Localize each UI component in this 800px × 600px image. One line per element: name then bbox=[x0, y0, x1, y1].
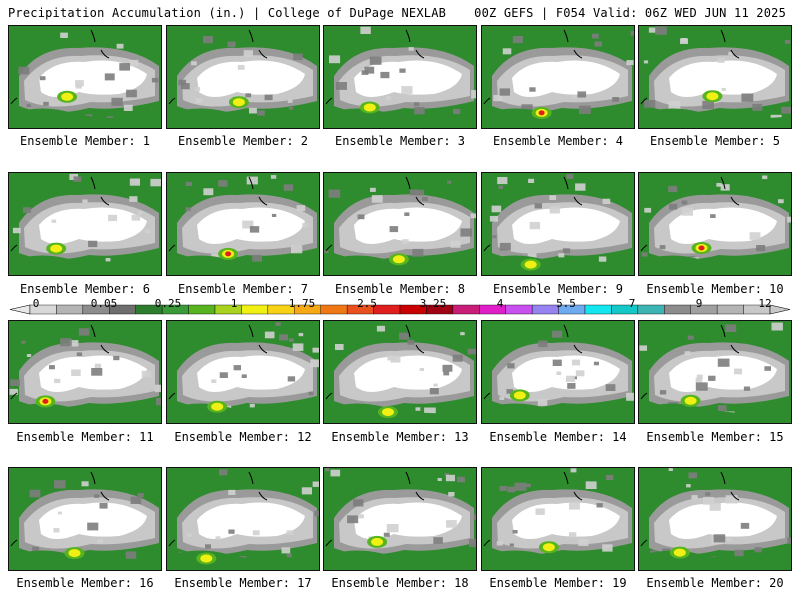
member-map-15[interactable] bbox=[638, 320, 792, 424]
member-label-2: Ensemble Member: 2 bbox=[177, 134, 309, 148]
member-label-15: Ensemble Member: 15 bbox=[646, 430, 784, 444]
colorbar-swatch bbox=[320, 304, 348, 315]
colorbar-tick-label: 5.5 bbox=[556, 297, 576, 310]
colorbar-tick-label: 7 bbox=[628, 297, 636, 310]
member-label-5: Ensemble Member: 5 bbox=[649, 134, 781, 148]
colorbar-tick-label: 0.05 bbox=[90, 297, 118, 310]
member-map-11[interactable] bbox=[8, 320, 162, 424]
colorbar-swatch bbox=[56, 304, 84, 315]
colorbar-tick-label: 1.75 bbox=[288, 297, 316, 310]
member-label-11: Ensemble Member: 11 bbox=[16, 430, 154, 444]
colorbar-swatch bbox=[531, 304, 559, 315]
member-label-12: Ensemble Member: 12 bbox=[174, 430, 312, 444]
colorbar-swatch bbox=[188, 304, 216, 315]
colorbar-tick-label: 2.5 bbox=[357, 297, 377, 310]
member-map-10[interactable] bbox=[638, 172, 792, 276]
member-map-2[interactable] bbox=[166, 25, 320, 129]
run-info: 00Z GEFS | F054 Valid: 06Z WED JUN 11 20… bbox=[474, 6, 786, 20]
member-label-14: Ensemble Member: 14 bbox=[489, 430, 627, 444]
colorbar-swatch bbox=[690, 304, 718, 315]
member-map-17[interactable] bbox=[166, 467, 320, 571]
colorbar-tick-label: 0 bbox=[32, 297, 40, 310]
colorbar-swatch bbox=[214, 304, 242, 315]
member-map-6[interactable] bbox=[8, 172, 162, 276]
colorbar-tick-label: 1 bbox=[230, 297, 238, 310]
member-map-1[interactable] bbox=[8, 25, 162, 129]
colorbar-swatch bbox=[664, 304, 691, 315]
colorbar-swatch bbox=[505, 304, 533, 315]
colorbar-swatch bbox=[373, 304, 401, 315]
colorbar-tick-label: 9 bbox=[695, 297, 703, 310]
member-label-7: Ensemble Member: 7 bbox=[177, 282, 309, 296]
page-title: Precipitation Accumulation (in.) | Colle… bbox=[8, 6, 447, 20]
colorbar-swatch bbox=[241, 304, 269, 315]
member-map-19[interactable] bbox=[481, 467, 635, 571]
member-label-1: Ensemble Member: 1 bbox=[19, 134, 151, 148]
member-map-20[interactable] bbox=[638, 467, 792, 571]
colorbar-tick-label: 12 bbox=[758, 297, 772, 310]
member-label-4: Ensemble Member: 4 bbox=[492, 134, 624, 148]
member-map-12[interactable] bbox=[166, 320, 320, 424]
member-label-9: Ensemble Member: 9 bbox=[492, 282, 624, 296]
colorbar-tick-label: 0.25 bbox=[154, 297, 182, 310]
member-map-9[interactable] bbox=[481, 172, 635, 276]
member-map-13[interactable] bbox=[323, 320, 477, 424]
member-label-13: Ensemble Member: 13 bbox=[331, 430, 469, 444]
member-label-8: Ensemble Member: 8 bbox=[334, 282, 466, 296]
member-map-4[interactable] bbox=[481, 25, 635, 129]
member-label-20: Ensemble Member: 20 bbox=[646, 576, 784, 590]
colorbar-swatch bbox=[452, 304, 480, 315]
colorbar-tick-label: 4 bbox=[496, 297, 504, 310]
colorbar-tick-label: 3.25 bbox=[419, 297, 447, 310]
member-map-16[interactable] bbox=[8, 467, 162, 571]
colorbar bbox=[9, 304, 791, 315]
colorbar-swatch bbox=[716, 304, 744, 315]
member-label-10: Ensemble Member: 10 bbox=[646, 282, 784, 296]
member-map-5[interactable] bbox=[638, 25, 792, 129]
member-label-3: Ensemble Member: 3 bbox=[334, 134, 466, 148]
member-label-6: Ensemble Member: 6 bbox=[19, 282, 151, 296]
colorbar-swatch bbox=[637, 304, 665, 315]
member-map-8[interactable] bbox=[323, 172, 477, 276]
member-map-18[interactable] bbox=[323, 467, 477, 571]
member-map-3[interactable] bbox=[323, 25, 477, 129]
colorbar-swatch bbox=[584, 304, 612, 315]
member-label-19: Ensemble Member: 19 bbox=[489, 576, 627, 590]
member-map-14[interactable] bbox=[481, 320, 635, 424]
member-map-7[interactable] bbox=[166, 172, 320, 276]
member-label-18: Ensemble Member: 18 bbox=[331, 576, 469, 590]
member-label-16: Ensemble Member: 16 bbox=[16, 576, 154, 590]
member-label-17: Ensemble Member: 17 bbox=[174, 576, 312, 590]
